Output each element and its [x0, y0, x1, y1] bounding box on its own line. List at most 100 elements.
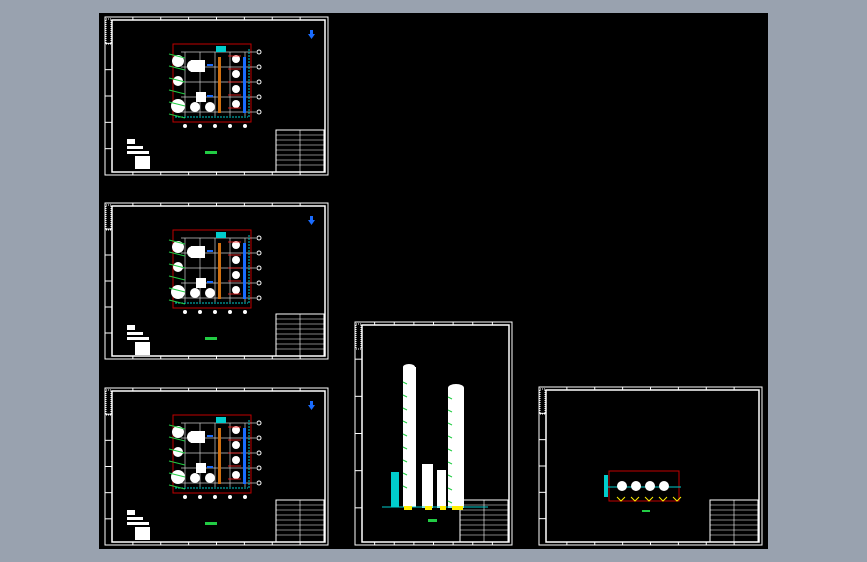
- control-room: [216, 46, 226, 52]
- pump: [232, 70, 240, 78]
- grid-bubble: [228, 310, 232, 314]
- notes-text: [127, 332, 143, 335]
- grid-bubble: [256, 94, 262, 100]
- pipe-rack: [218, 243, 221, 299]
- green-pipe: [168, 287, 186, 293]
- nozzle: [447, 448, 453, 452]
- equipment-block: [196, 278, 206, 288]
- notes-text: [135, 527, 150, 540]
- sheet-border: [104, 202, 329, 360]
- grid-bubble: [256, 450, 262, 456]
- layout-sheet-section: [538, 386, 763, 546]
- vessel: [173, 76, 183, 86]
- nozzle: [447, 461, 453, 465]
- nozzle: [402, 446, 408, 450]
- foundation: [440, 506, 446, 510]
- water-main: [243, 243, 246, 299]
- grid-bubble: [183, 495, 187, 499]
- pump: [232, 471, 240, 479]
- foundation: [404, 506, 412, 510]
- green-pipe: [168, 460, 186, 466]
- pump: [232, 85, 240, 93]
- grid-bubble: [256, 79, 262, 85]
- vessel: [172, 426, 184, 438]
- green-pipe: [168, 89, 186, 95]
- pipe: [207, 64, 213, 66]
- drawing-canvas[interactable]: [99, 13, 768, 549]
- drawing-title-label: [642, 510, 650, 512]
- green-pipe: [168, 275, 186, 281]
- grid-bubble: [228, 495, 232, 499]
- equipment-block: [196, 92, 206, 102]
- nozzle: [447, 396, 453, 400]
- layout-sheet-elevation: [354, 321, 513, 546]
- revision-block: [355, 323, 362, 350]
- grid-bubble: [256, 109, 262, 115]
- grid-bubble: [256, 265, 262, 271]
- column-head: [403, 364, 415, 370]
- pump: [232, 286, 240, 294]
- grid-bubble: [243, 495, 247, 499]
- green-pipe: [168, 448, 186, 454]
- grid-bubble: [183, 310, 187, 314]
- pipe: [207, 281, 213, 283]
- foundation: [425, 506, 432, 510]
- vessel: [631, 481, 641, 491]
- notes-text: [127, 522, 149, 525]
- cable-tray: [175, 49, 250, 118]
- grid-bubble: [256, 420, 262, 426]
- grid-bubble: [256, 49, 262, 55]
- grid-bubble: [256, 250, 262, 256]
- notes-text: [127, 325, 135, 330]
- pump: [232, 426, 240, 434]
- vessel: [173, 262, 183, 272]
- green-pipe: [168, 53, 186, 59]
- support: [672, 496, 682, 502]
- vessel: [171, 285, 185, 299]
- pipe: [207, 435, 213, 437]
- plant-boundary: [172, 414, 252, 494]
- equipment-block: [191, 60, 205, 72]
- vessel: [171, 470, 185, 484]
- layout-sheet-plan-3: [104, 387, 329, 546]
- drawing-title-label: [205, 151, 217, 154]
- control-room: [216, 417, 226, 423]
- equipment-block: [191, 246, 205, 258]
- north-arrow-icon: [308, 30, 315, 39]
- notes-text: [127, 151, 149, 154]
- vessel: [172, 55, 184, 67]
- stair: [604, 475, 608, 497]
- grid-bubble: [243, 124, 247, 128]
- column-head: [448, 384, 464, 392]
- nozzle: [447, 409, 453, 413]
- pipe-rack: [218, 57, 221, 113]
- nozzle: [402, 485, 408, 489]
- grid-bubble: [256, 465, 262, 471]
- green-pipe: [168, 65, 186, 71]
- north-arrow-icon: [308, 401, 315, 410]
- support: [658, 496, 668, 502]
- equipment-block: [196, 463, 206, 473]
- grid-bubble: [256, 235, 262, 241]
- nozzle: [447, 474, 453, 478]
- cad-model-space[interactable]: [99, 13, 768, 549]
- revision-block: [105, 389, 112, 416]
- grid-bubble: [256, 435, 262, 441]
- foundation: [452, 506, 463, 510]
- nozzle: [402, 394, 408, 398]
- pipe-rack: [218, 428, 221, 484]
- vessel: [659, 481, 669, 491]
- support: [616, 496, 626, 502]
- grid-bubble: [213, 310, 217, 314]
- grid-bubble: [198, 495, 202, 499]
- pump: [232, 256, 240, 264]
- plant-boundary: [172, 43, 252, 123]
- nozzle: [447, 435, 453, 439]
- control-room: [216, 232, 226, 238]
- nozzle: [402, 433, 408, 437]
- nozzle: [402, 407, 408, 411]
- pump: [232, 100, 240, 108]
- notes-text: [135, 342, 150, 355]
- vessel: [205, 473, 215, 483]
- nozzle: [402, 381, 408, 385]
